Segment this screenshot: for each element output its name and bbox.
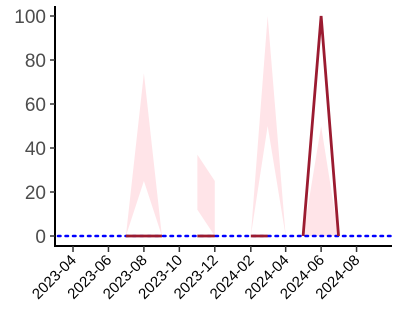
y-tick-label: 80 <box>25 51 46 72</box>
x-axis-ticks: 2023-042023-062023-082023-102023-122024-… <box>29 246 363 303</box>
confidence-bands <box>125 16 339 236</box>
axes <box>54 6 392 247</box>
y-tick-label: 0 <box>35 227 46 248</box>
y-tick-label: 100 <box>14 7 46 28</box>
confidence-band-1 <box>125 73 162 236</box>
confidence-band-2 <box>197 154 215 236</box>
confidence-band-4 <box>303 126 339 236</box>
y-tick-label: 20 <box>25 183 46 204</box>
y-tick-label: 60 <box>25 95 46 116</box>
series-lines <box>125 15 340 238</box>
y-tick-label: 40 <box>25 139 46 160</box>
series-line-segment-4 <box>301 15 340 237</box>
y-axis-ticks: 0 20 40 60 80 100 <box>14 7 55 248</box>
confidence-band-3 <box>250 16 286 236</box>
